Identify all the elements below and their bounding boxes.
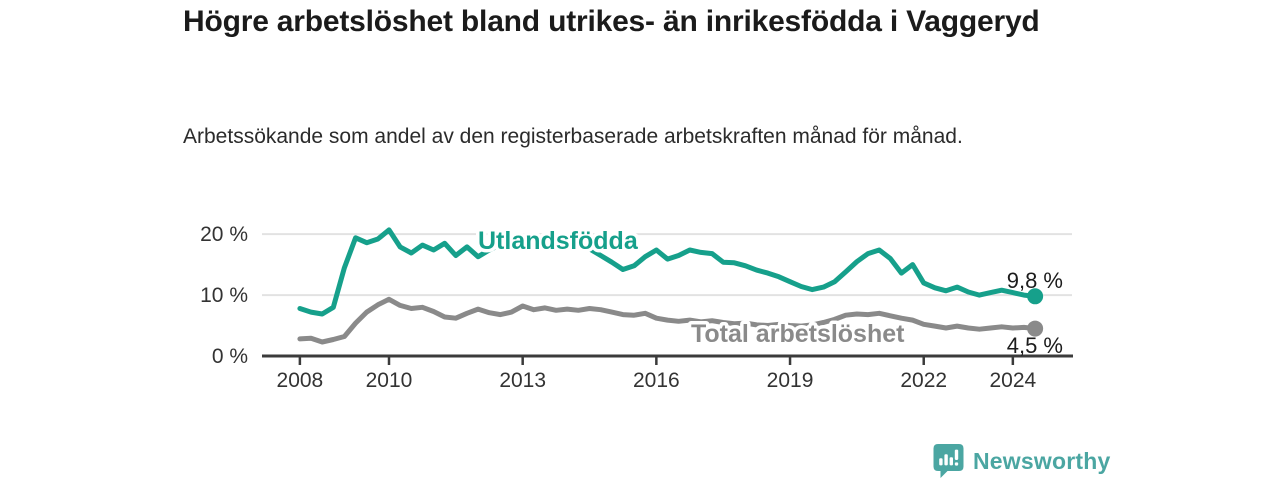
x-tick-label-2016: 2016: [633, 369, 680, 392]
series-end-dot-0: [1027, 288, 1044, 305]
bar-chart-speech-bubble-icon: [933, 444, 964, 478]
y-tick-label-0: 0 %: [212, 345, 248, 368]
x-tick-label-2013: 2013: [499, 369, 546, 392]
y-tick-label-20: 20 %: [200, 223, 248, 246]
x-tick-label-2008: 2008: [277, 369, 324, 392]
x-tick-label-2019: 2019: [767, 369, 814, 392]
series-line-1: [297, 296, 1038, 345]
series-end-value-label-0: 9,8 %: [1007, 268, 1063, 293]
x-tick-label-2022: 2022: [900, 369, 947, 392]
logo-text: Newsworthy: [973, 447, 1111, 474]
series-label-1: Total arbetslöshet: [691, 320, 905, 348]
x-tick-label-2010: 2010: [366, 369, 413, 392]
newsworthy-logo: Newsworthy: [933, 444, 1110, 478]
chart-title: Högre arbetslöshet bland utrikes- än inr…: [183, 5, 1040, 38]
series-end-dot-1: [1027, 320, 1044, 337]
series-line-0: [297, 227, 1038, 317]
series-label-0: Utlandsfödda: [478, 227, 639, 255]
y-tick-label-10: 10 %: [200, 284, 248, 307]
series-end-value-label-1: 4,5 %: [1007, 333, 1063, 358]
x-tick-label-2024: 2024: [989, 369, 1036, 392]
chart-subtitle: Arbetssökande som andel av den registerb…: [183, 125, 963, 148]
